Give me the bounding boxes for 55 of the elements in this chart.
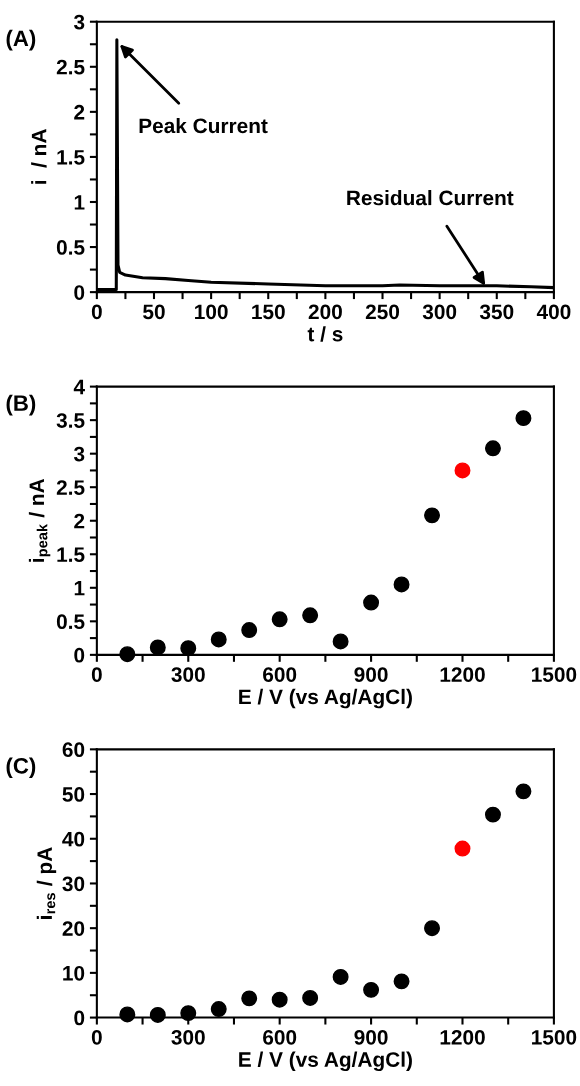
x-tick-label: 900 xyxy=(354,1029,388,1045)
x-tick-label: 0 xyxy=(91,667,102,682)
x-tick-label: 600 xyxy=(263,667,297,682)
x-tick-label: 300 xyxy=(171,1029,205,1045)
x-axis-title: t / s xyxy=(307,326,343,342)
y-tick-label: 4 xyxy=(73,379,85,395)
y-axis-title: i / nA xyxy=(31,129,47,184)
x-axis-title: E / V (vs Ag/AgCl) xyxy=(239,688,412,709)
y-tick-label: 2.5 xyxy=(56,59,85,75)
y-axis-title: i$_{peak}$ / nA xyxy=(28,478,51,562)
y-tick-label: 3.5 xyxy=(56,413,85,428)
chart-title: (A) xyxy=(6,29,36,51)
y-tick-label: 0 xyxy=(74,647,85,663)
x-tick-label: 1200 xyxy=(440,1029,485,1045)
x-tick-label: 1500 xyxy=(532,667,577,682)
y-tick-label: 0 xyxy=(74,1010,85,1026)
annotation: Residual Current xyxy=(347,190,514,206)
y-tick-label: 2 xyxy=(74,104,85,120)
y-tick-label: 1.5 xyxy=(57,150,85,165)
x-tick-label: 50 xyxy=(143,304,165,320)
x-tick-label: 300 xyxy=(171,667,205,682)
y-tick-label: 40 xyxy=(62,831,85,847)
y-tick-label: 0.5 xyxy=(56,240,85,255)
annotation: Peak Current xyxy=(139,117,268,134)
y-axis-title: i$_{res}$ / pA xyxy=(36,847,57,919)
y-tick-label: 2.5 xyxy=(56,480,85,495)
y-tick-label: 3 xyxy=(73,446,85,462)
y-tick-label: 3 xyxy=(73,14,85,30)
y-tick-label: 20 xyxy=(62,921,85,936)
x-tick-label: 200 xyxy=(308,304,342,320)
y-tick-label: 60 xyxy=(62,742,85,758)
chart-title: (C) xyxy=(6,757,36,779)
y-tick-label: 0 xyxy=(74,285,85,300)
x-tick-label: 300 xyxy=(422,304,457,320)
y-tick-label: 2 xyxy=(74,513,85,529)
y-tick-label: 1 xyxy=(74,195,85,210)
y-tick-label: 10 xyxy=(63,965,85,981)
x-tick-label: 600 xyxy=(263,1029,297,1045)
y-tick-label: 30 xyxy=(62,876,85,892)
y-tick-label: 50 xyxy=(62,787,85,802)
x-axis-title: E / V (vs Ag/AgCl) xyxy=(239,1051,412,1072)
x-tick-label: 0 xyxy=(91,304,102,320)
chart-title: (B) xyxy=(6,394,36,416)
x-tick-label: 400 xyxy=(536,304,571,320)
x-tick-label: 350 xyxy=(479,304,514,320)
x-tick-label: 1500 xyxy=(532,1029,577,1045)
x-tick-label: 150 xyxy=(252,304,285,320)
y-tick-label: 1.5 xyxy=(57,547,85,563)
x-tick-label: 0 xyxy=(91,1029,102,1045)
x-tick-label: 900 xyxy=(354,667,388,682)
x-tick-label: 250 xyxy=(365,304,400,320)
x-tick-label: 1200 xyxy=(440,667,485,682)
x-tick-label: 100 xyxy=(195,304,228,320)
y-tick-label: 1 xyxy=(74,581,85,596)
y-tick-label: 0.5 xyxy=(56,614,85,630)
